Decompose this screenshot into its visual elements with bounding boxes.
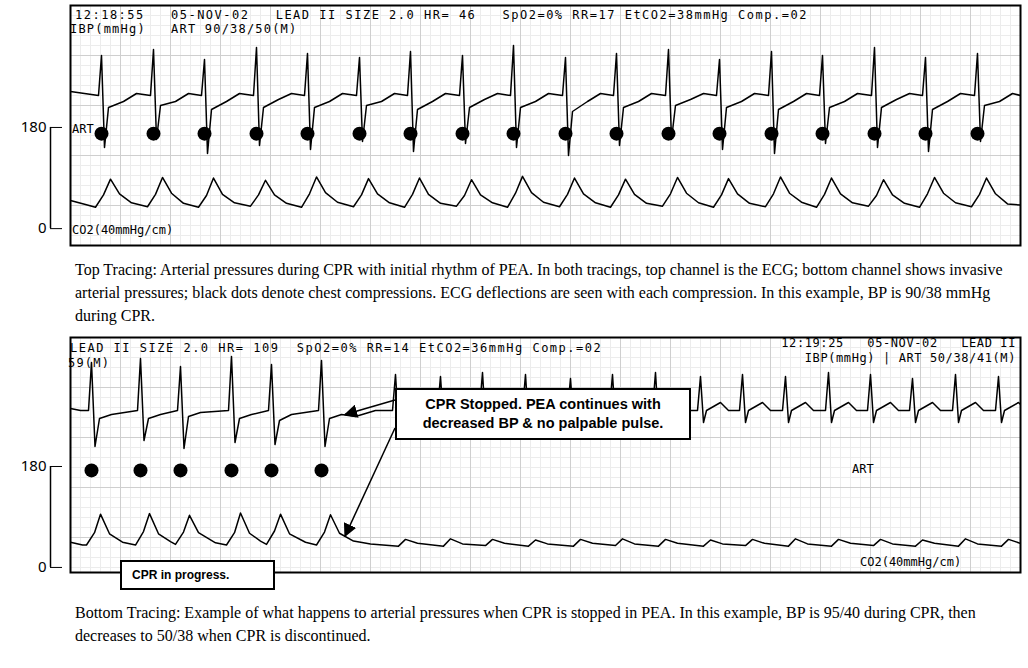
html-text:IBP(mmHg) | ART 50/38/41(M): IBP(mmHg) | ART 50/38/41(M) [804,351,1016,365]
html-text:ART: ART [72,122,94,136]
html-text:Bottom Tracing: Example of wha: Bottom Tracing: Example of what happens … [75,604,976,644]
html-text:CO2(40mmHg/cm): CO2(40mmHg/cm) [72,223,174,237]
svg-text:0: 0 [38,217,47,237]
html-text:CPR Stopped. PEA continues wit: CPR Stopped. PEA continues with decrease… [422,396,664,431]
html-text:CO2(40mmHg/cm): CO2(40mmHg/cm) [860,555,962,569]
svg-text:0: 0 [38,556,47,576]
html-text:IBP(mmHg) ART 90/38/50(M): IBP(mmHg) ART 90/38/50(M) [70,22,298,36]
svg-text:180: 180 [21,116,47,136]
html-text:LEAD II SIZE 2.0 HR= 109 SpO2=: LEAD II SIZE 2.0 HR= 109 SpO2=0% RR=14 E… [70,341,603,355]
html-text:59(M): 59(M) [68,356,111,370]
html-text:ART: ART [852,462,874,476]
html-text:Top Tracing: Arterial pressure: Top Tracing: Arterial pressures during C… [75,261,1003,324]
html-text:CPR in progress.: CPR in progress. [132,568,230,582]
html-text:12:18:55 05-NOV-02 LEAD II SIZ: 12:18:55 05-NOV-02 LEAD II SIZE 2.0 HR= … [75,8,808,22]
html-text:12:19:25 05-NOV-02 LEAD II: 12:19:25 05-NOV-02 LEAD II [781,336,1016,350]
svg-text:180: 180 [21,455,47,475]
